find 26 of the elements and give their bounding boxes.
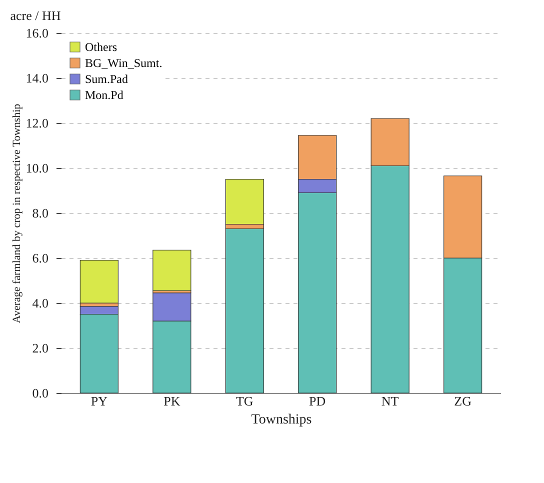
bar <box>225 228 264 394</box>
y-tick-label: 12.0 <box>26 116 48 130</box>
text: acre / HH <box>10 8 61 23</box>
x-tick-label: PK <box>164 394 181 408</box>
y-tick-label: 14.0 <box>26 70 48 86</box>
x-tick-label: NT <box>381 394 399 408</box>
bar <box>152 250 192 291</box>
x-tick-label: TG <box>236 394 254 408</box>
x-tick-label: PY <box>90 394 108 408</box>
bar <box>80 260 118 304</box>
y-tick-label: 8.0 <box>32 206 48 220</box>
legend-label: Others <box>85 40 118 54</box>
y-axis-title: Average farmland by crop in respective Township <box>10 103 23 324</box>
bar <box>225 178 264 225</box>
y-tick-label: 10.0 <box>26 160 48 176</box>
y-tick-label: 0.0 <box>32 386 48 400</box>
y-tick-label: 16.0 <box>26 26 48 40</box>
y-tick-label: 6.0 <box>32 250 48 266</box>
y-tick-label: 2.0 <box>32 340 48 356</box>
legend-label: Sum.Pad <box>85 72 128 86</box>
x-axis-title: Townships <box>251 412 312 428</box>
legend-label: BG_Win_Sumt. <box>85 56 162 70</box>
y-tick-label: 4.0 <box>32 296 48 310</box>
x-tick-label: PD <box>309 394 326 408</box>
legend-label: Mon.Pd <box>85 88 124 102</box>
x-tick-label: ZG <box>454 394 472 408</box>
